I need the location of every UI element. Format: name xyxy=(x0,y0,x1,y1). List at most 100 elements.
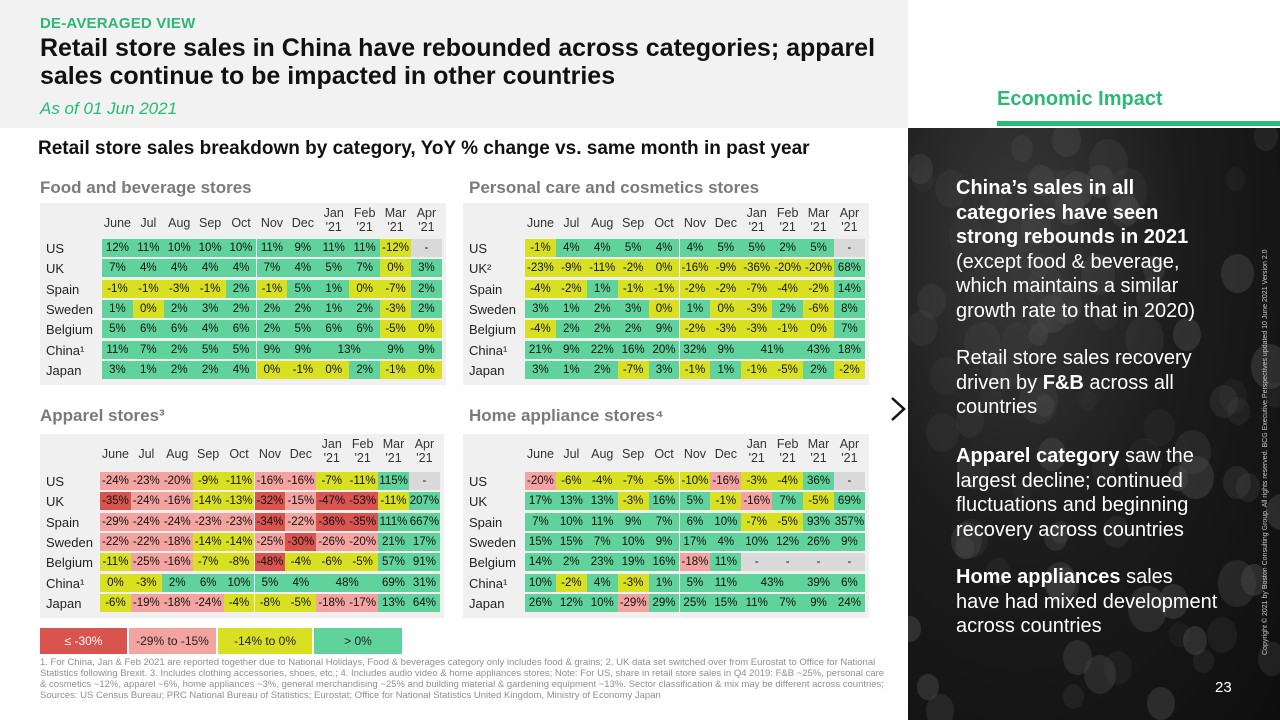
crowd-silhouette xyxy=(1044,524,1068,552)
chevron-right-icon[interactable] xyxy=(886,396,910,422)
heatmap-cell: 4% xyxy=(679,239,711,257)
heatmap-cell: 6% xyxy=(679,512,711,531)
heatmap-cell: 43% xyxy=(741,573,804,592)
heatmap-cell: 11% xyxy=(102,340,133,359)
heatmap-cell: 2% xyxy=(163,340,195,359)
crowd-silhouette xyxy=(1030,254,1050,278)
heatmap-cell: 69% xyxy=(834,492,865,511)
row-label: Sweden xyxy=(46,534,93,550)
heatmap-cell: 13% xyxy=(586,492,618,511)
heatmap-cell: -3% xyxy=(617,573,649,592)
crowd-silhouette xyxy=(1013,482,1032,505)
heatmap-cell: 2% xyxy=(772,239,804,257)
heatmap-cell: 4% xyxy=(586,239,618,257)
crowd-silhouette xyxy=(1001,322,1032,359)
row-label: Japan xyxy=(469,595,505,611)
heatmap-cell: 15% xyxy=(555,532,587,551)
heatmap-cell: -5% xyxy=(380,320,411,339)
heatmap-cell: 13% xyxy=(378,593,409,612)
heatmap-cell: 11% xyxy=(586,512,618,531)
crowd-silhouette xyxy=(1083,654,1117,694)
crowd-silhouette xyxy=(1106,186,1136,221)
heatmap-cell: -1% xyxy=(772,320,804,339)
heatmap-cell: 10% xyxy=(741,532,773,551)
heatmap-cell: -16% xyxy=(679,259,711,278)
heatmap-cell: 31% xyxy=(409,573,440,592)
heatmap-cell: -24% xyxy=(161,512,193,531)
heatmap-cell: -16% xyxy=(741,492,773,511)
heatmap-cell: -5% xyxy=(285,593,317,612)
crowd-silhouette xyxy=(1250,344,1280,390)
heatmap-cell: 7% xyxy=(586,532,618,551)
heatmap-cell: -18% xyxy=(161,532,193,551)
row-label: UK xyxy=(46,261,65,277)
heatmap-cell: 2% xyxy=(349,360,381,379)
heatmap-cell: 7% xyxy=(834,320,865,339)
heatmap-cell: -4% xyxy=(772,472,804,490)
heatmap-cell: 11% xyxy=(256,239,288,257)
heatmap-cell: 4% xyxy=(132,259,164,278)
column-header: Aug xyxy=(166,447,189,461)
crowd-silhouette xyxy=(1081,254,1116,296)
column-header: Mar '21 xyxy=(807,206,830,234)
heatmap-cell: 10% xyxy=(225,239,257,257)
crowd-silhouette xyxy=(1128,585,1167,632)
heatmap-cell: 2% xyxy=(586,299,618,318)
heatmap-cell: -20% xyxy=(803,259,834,278)
heatmap-cell: -8% xyxy=(223,553,255,572)
crowd-silhouette xyxy=(1177,455,1215,500)
heatmap-cell: 1% xyxy=(318,299,350,318)
crowd-silhouette xyxy=(1054,189,1085,225)
eyebrow-label: DE-AVERAGED VIEW xyxy=(40,15,196,32)
crowd-silhouette xyxy=(1135,276,1170,318)
column-header: Dec xyxy=(291,216,314,230)
heatmap-cell: -34% xyxy=(254,512,286,531)
column-header: Mar '21 xyxy=(384,206,407,234)
row-label: Belgium xyxy=(46,322,93,338)
row-label: Sweden xyxy=(469,534,516,550)
heatmap-cell: 26% xyxy=(803,532,834,551)
heatmap-cell: 5% xyxy=(225,340,257,359)
heatmap-cell: -3% xyxy=(130,573,162,592)
heatmap-cell: 357% xyxy=(834,512,865,531)
heatmap-cell: 5% xyxy=(194,340,226,359)
crowd-silhouette xyxy=(1209,384,1238,418)
heatmap-cell: 10% xyxy=(525,573,556,592)
tab-economic-impact[interactable]: Economic Impact xyxy=(997,88,1163,110)
heatmap-cell: -7% xyxy=(380,279,411,298)
column-header: Dec xyxy=(714,447,737,461)
column-header: Oct xyxy=(654,216,674,230)
heatmap-cell: 11% xyxy=(741,593,773,612)
heatmap-cell: 2% xyxy=(772,299,804,318)
heatmap-cell: - xyxy=(411,239,442,257)
heatmap-cell: -48% xyxy=(254,553,286,572)
heatmap-cell: -16% xyxy=(254,472,286,490)
heatmap-cell: -1% xyxy=(525,239,556,257)
heatmap-cell: 2% xyxy=(803,360,834,379)
crowd-silhouette xyxy=(1062,170,1093,208)
heatmap-cell: -2% xyxy=(679,320,711,339)
heatmap-cell: 10% xyxy=(223,573,255,592)
crowd-silhouette xyxy=(1143,408,1175,446)
column-header: Dec xyxy=(714,216,737,230)
heatmap-cell: -11% xyxy=(100,553,131,572)
heatmap-cell: -16% xyxy=(161,553,193,572)
panel-title: Food and beverage stores xyxy=(40,178,252,197)
heatmap-cell: 0% xyxy=(132,299,164,318)
heatmap-cell: 4% xyxy=(194,259,226,278)
heatmap-cell: -24% xyxy=(100,472,131,490)
heatmap-cell: -11% xyxy=(378,492,409,511)
heatmap-cell: -14% xyxy=(192,492,224,511)
row-label: Spain xyxy=(469,281,503,297)
legend-item: > 0% xyxy=(314,628,402,654)
heatmap-cell: -23% xyxy=(130,472,162,490)
crowd-silhouette xyxy=(1050,286,1082,324)
heatmap-cell: 12% xyxy=(102,239,133,257)
heatmap-cell: 5% xyxy=(803,239,834,257)
crowd-silhouette xyxy=(956,403,985,438)
heatmap-cell: 5% xyxy=(617,239,649,257)
crowd-silhouette xyxy=(1028,323,1048,347)
heatmap-cell: - xyxy=(834,472,865,490)
heatmap-cell: 3% xyxy=(102,360,133,379)
heatmap-cell: -7% xyxy=(741,512,773,531)
